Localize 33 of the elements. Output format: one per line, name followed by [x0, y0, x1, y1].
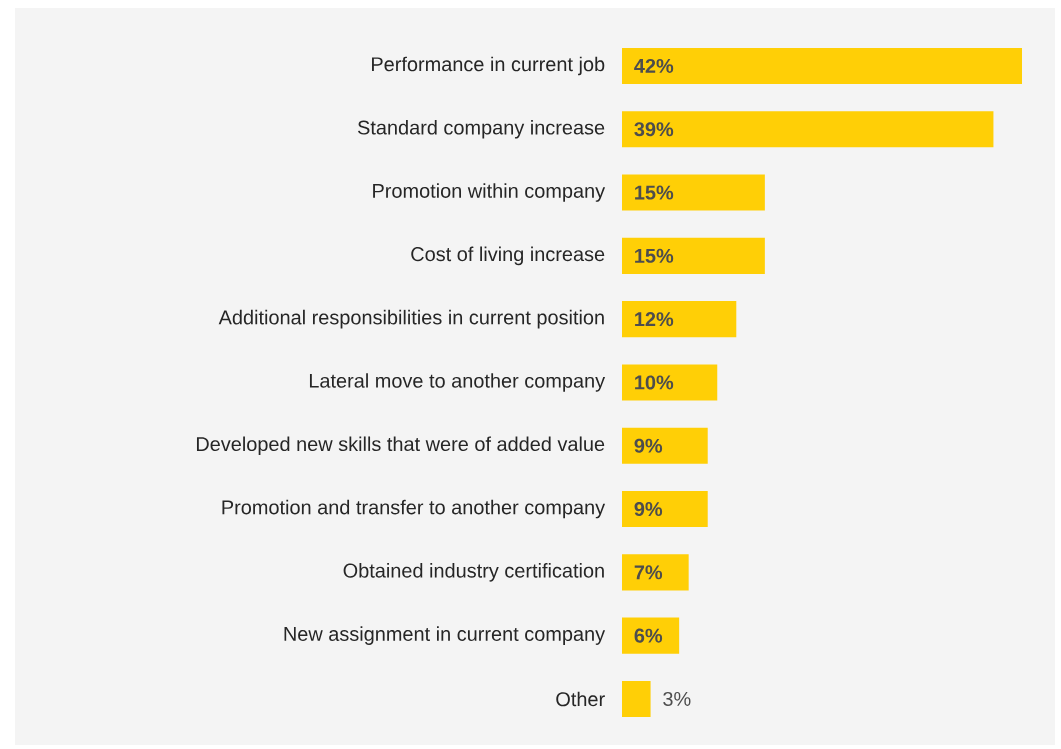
bar — [622, 680, 651, 717]
bar — [622, 364, 718, 401]
data-label: 10% — [635, 375, 674, 390]
y-tick-label: Promotion and transfer to another company — [222, 499, 606, 519]
bar — [622, 554, 689, 591]
data-label: 9% — [634, 438, 663, 453]
y-tick-label: Standard company increase — [357, 119, 605, 139]
data-label: 6% — [634, 628, 663, 643]
data-label: 15% — [635, 248, 674, 263]
bar — [622, 427, 708, 464]
data-label: 12% — [635, 312, 674, 327]
bar — [622, 111, 994, 148]
y-tick-label: New assignment in current company — [284, 626, 606, 645]
y-tick-label: Obtained industry certification — [343, 563, 604, 582]
y-tick-label: Developed new skills that were of added value — [196, 436, 605, 456]
y-tick-label: Cost of living increase — [411, 246, 605, 266]
y-tick-label: Lateral move to another company — [309, 373, 606, 392]
data-label: 7% — [634, 565, 663, 580]
bar — [622, 237, 765, 274]
y-tick-label: Promotion within company — [373, 183, 606, 202]
y-tick-label: Additional responsibilities in current position — [218, 309, 604, 329]
data-label: 39% — [634, 122, 674, 137]
bar — [622, 47, 1023, 84]
bar — [622, 301, 737, 338]
data-label: 15% — [635, 185, 674, 200]
bar — [622, 617, 680, 654]
data-label: 3% — [663, 691, 691, 706]
data-label: 42% — [634, 58, 674, 73]
bar — [622, 174, 765, 211]
data-label: 9% — [634, 502, 663, 517]
y-tick-label: Performance in current job — [372, 56, 605, 76]
y-tick-label: Other — [556, 691, 605, 707]
bar — [622, 491, 708, 528]
